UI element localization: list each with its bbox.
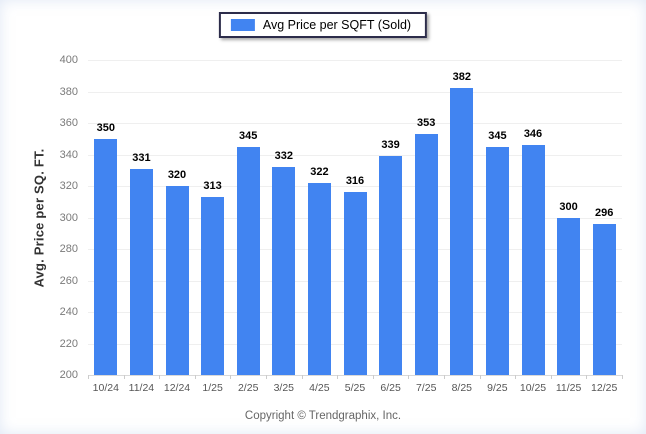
bar-value-label: 382 [452, 71, 471, 84]
legend-swatch-icon [230, 19, 255, 31]
x-tick-mark [408, 375, 410, 379]
bar [521, 145, 545, 375]
x-axis-label: 12/24 [163, 382, 191, 394]
bar-value-label: 316 [345, 175, 365, 188]
y-tick-label: 280 [59, 243, 78, 255]
x-axis-label: 7/25 [415, 382, 437, 394]
y-tick-label: 260 [59, 274, 78, 287]
y-tick-label: 400 [59, 54, 78, 66]
x-axis-label: 6/25 [380, 382, 401, 394]
x-tick-mark [266, 375, 267, 379]
y-tick-label: 300 [59, 211, 78, 224]
bar-value-label: 313 [203, 180, 222, 193]
plot-area: 200 220 240 260 280 300 320 340 360 380 400 350 10/2… [60, 54, 623, 394]
x-tick-mark [301, 375, 303, 379]
bar [592, 223, 616, 375]
bar [201, 197, 225, 375]
bar-value-label: 320 [167, 169, 187, 181]
bar [94, 138, 118, 375]
bar-value-label: 300 [559, 200, 578, 213]
x-tick-mark [159, 375, 161, 379]
gridline [88, 186, 622, 187]
x-axis-label: 11/24 [128, 382, 155, 394]
bar [343, 192, 367, 375]
bar [379, 156, 403, 375]
gridline [88, 91, 622, 93]
gridline [88, 123, 622, 124]
bar-value-label: 345 [488, 129, 507, 142]
x-tick-mark [586, 375, 588, 379]
x-axis-label: 9/25 [487, 382, 508, 394]
bar [165, 186, 189, 375]
bar-value-label: 331 [132, 151, 151, 164]
x-axis-label: 12/25 [591, 382, 618, 394]
bar-value-label: 339 [381, 139, 400, 152]
bar-value-label: 332 [274, 150, 293, 163]
gridline [88, 154, 622, 156]
bar [272, 167, 296, 375]
x-tick-mark [550, 375, 552, 379]
x-axis-label: 11/25 [555, 382, 582, 394]
bar [129, 168, 153, 375]
x-axis-label: 8/25 [451, 382, 473, 394]
x-tick-mark [230, 375, 232, 379]
x-tick-mark [88, 375, 89, 379]
x-tick-mark [337, 375, 339, 379]
x-axis-label: 10/24 [92, 382, 119, 394]
x-tick-mark [515, 375, 517, 379]
bar [307, 182, 331, 375]
y-tick-label: 220 [59, 337, 78, 350]
x-axis-line [88, 375, 622, 376]
legend: Avg Price per SQFT (Sold) [218, 12, 428, 38]
bar-value-label: 296 [595, 206, 614, 219]
bar [485, 146, 509, 375]
bar-value-label: 346 [523, 128, 543, 141]
bar [557, 217, 581, 375]
bar [414, 134, 438, 375]
y-tick-label: 200 [59, 369, 78, 381]
y-tick-label: 340 [59, 148, 78, 161]
x-tick-mark [372, 375, 374, 379]
x-tick-mark [622, 375, 623, 379]
legend-label: Avg Price per SQFT (Sold) [262, 18, 412, 32]
y-tick-label: 360 [59, 117, 78, 129]
x-axis-label: 2/25 [237, 382, 259, 394]
x-axis-label: 10/25 [519, 382, 547, 394]
gridline [88, 60, 622, 61]
x-tick-mark [123, 375, 125, 379]
bar-value-label: 350 [96, 121, 115, 134]
y-tick-label: 240 [59, 306, 78, 318]
copyright-text: Copyright © Trendgraphix, Inc. [244, 410, 402, 422]
bar [450, 88, 474, 375]
x-axis-label: 1/25 [202, 382, 223, 394]
x-axis-label: 4/25 [309, 382, 330, 394]
bar [236, 146, 260, 375]
x-tick-mark [444, 375, 445, 379]
bar-value-label: 353 [417, 117, 436, 130]
x-axis-label: 3/25 [273, 382, 295, 394]
y-tick-label: 380 [59, 85, 78, 98]
bar-value-label: 322 [310, 165, 329, 178]
bar-value-label: 345 [239, 129, 258, 142]
y-tick-label: 320 [59, 180, 78, 192]
x-tick-mark [479, 375, 481, 379]
x-tick-mark [194, 375, 196, 379]
x-axis-label: 5/25 [344, 382, 366, 394]
